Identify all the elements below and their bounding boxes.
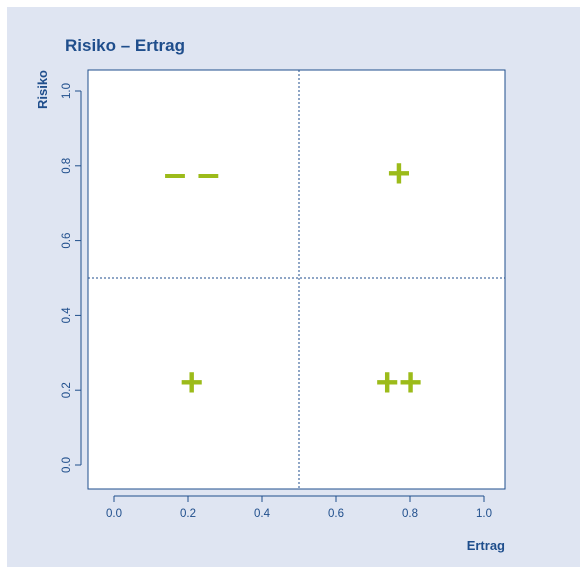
y-tick-label: 0.8 [61, 158, 73, 174]
quadrant-marks: – – ++ ++ [164, 151, 422, 404]
x-axis: 0.0 0.2 0.4 0.6 0.8 1.0 [106, 495, 492, 520]
chart-title: Risiko – Ertrag [65, 36, 185, 55]
plot-area [87, 69, 506, 490]
quadrant-dividers [88, 70, 505, 489]
x-tick-label: 0.0 [106, 508, 122, 520]
y-axis-title: Risiko [35, 70, 50, 109]
y-tick-label: 1.0 [61, 83, 73, 99]
x-tick-label: 0.6 [328, 508, 344, 520]
y-tick-label: 0.4 [61, 307, 73, 324]
x-tick-label: 1.0 [476, 508, 492, 520]
quadrant-mark: ++ [376, 361, 423, 405]
y-tick-label: 0.6 [61, 233, 73, 249]
risk-return-chart: Risiko – Ertrag 0.0 0.2 0.4 0.6 0.8 1.0 0.00.… [35, 36, 506, 553]
quadrant-mark: – – [164, 151, 220, 195]
x-tick-label: 0.4 [254, 508, 271, 520]
x-tick-label: 0.8 [402, 508, 418, 520]
quadrant-mark: + [387, 151, 410, 195]
y-tick-label: 0.2 [61, 382, 73, 398]
chart-panel: Risiko – Ertrag 0.0 0.2 0.4 0.6 0.8 1.0 0.0 0.… [7, 7, 580, 567]
y-tick-label: 0.0 [61, 457, 73, 473]
x-tick-label: 0.2 [180, 508, 196, 520]
x-axis-title: Ertrag [467, 538, 505, 553]
quadrant-mark: + [180, 361, 203, 405]
y-axis: 0.0 0.2 0.4 0.6 0.8 1.0 [61, 83, 82, 473]
